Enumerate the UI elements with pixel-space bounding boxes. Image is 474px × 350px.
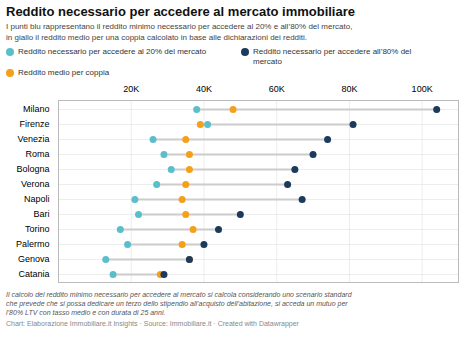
html-text:Reddito necessario per acceder: Reddito necessario per accedere al merca… [6, 4, 355, 19]
svg-text:100K: 100K [412, 83, 433, 93]
svg-text:Venezia: Venezia [17, 134, 49, 144]
svg-text:Genova: Genova [18, 254, 50, 264]
svg-text:Bologna: Bologna [16, 164, 49, 174]
svg-text:Firenze: Firenze [19, 119, 49, 129]
svg-text:Palermo: Palermo [16, 239, 50, 249]
svg-text:20K: 20K [123, 83, 139, 93]
svg-text:40K: 40K [196, 83, 212, 93]
svg-text:60K: 60K [269, 83, 285, 93]
svg-text:Napoli: Napoli [24, 194, 50, 204]
html-text:Il calcolo del reddito minimo: Il calcolo del reddito minimo necessario… [6, 290, 352, 316]
svg-text:Roma: Roma [25, 149, 49, 159]
svg-text:Verona: Verona [21, 179, 50, 189]
html-text:Chart: Elaborazione Immobiliar: Chart: Elaborazione Immobiliare.it Insig… [6, 319, 299, 327]
svg-text:Catania: Catania [18, 269, 49, 279]
html-text:Reddito necessario per acceder: Reddito necessario per accedere al 20% d… [18, 47, 207, 56]
svg-text:Bari: Bari [33, 209, 49, 219]
html-text:Reddito medio per coppia: Reddito medio per coppia [18, 68, 110, 77]
svg-text:Torino: Torino [25, 224, 50, 234]
html-text:Reddito necessario per acceder: Reddito necessario per accedere all’80% … [253, 47, 412, 66]
svg-text:Milano: Milano [23, 104, 50, 114]
html-text:I punti blu rappresentano il r: I punti blu rappresentano il reddito min… [6, 22, 353, 42]
svg-text:80K: 80K [341, 83, 357, 93]
